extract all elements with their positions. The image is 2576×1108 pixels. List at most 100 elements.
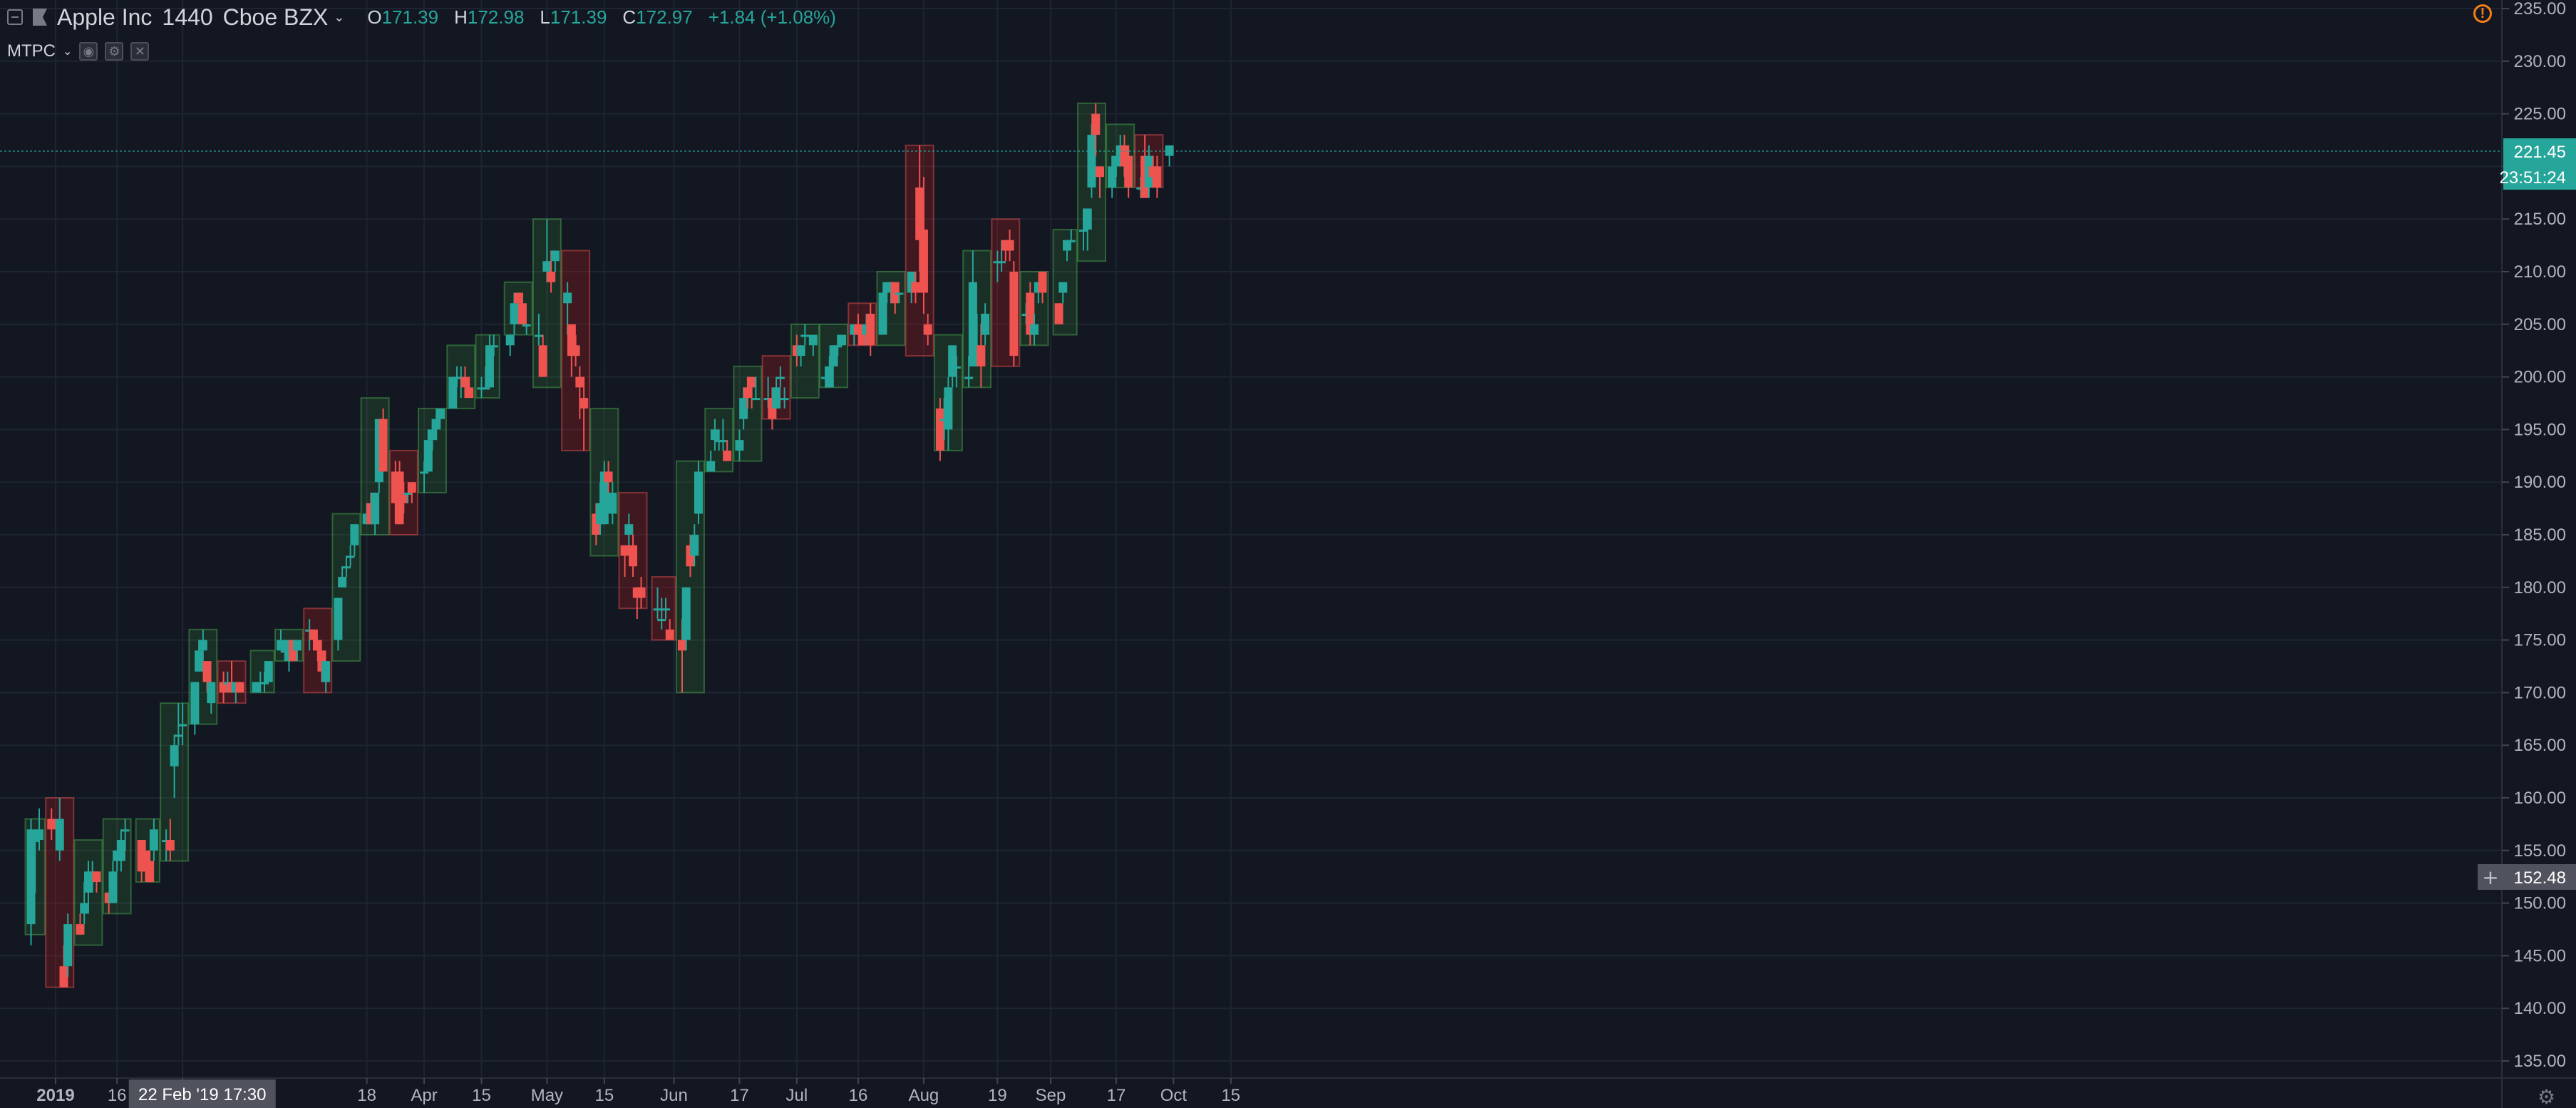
candle-body xyxy=(334,597,343,640)
candle-body xyxy=(772,387,781,409)
time-tick-label: Aug xyxy=(909,1086,939,1105)
candle-body xyxy=(428,429,437,441)
candle-down xyxy=(747,376,756,409)
price-tick-label: 175.00 xyxy=(2514,631,2566,650)
candle-body xyxy=(399,492,408,503)
candle-body xyxy=(952,366,961,369)
candle-up xyxy=(338,566,347,588)
candle-body xyxy=(448,376,458,409)
candle-body xyxy=(1066,240,1076,242)
flag-icon[interactable] xyxy=(33,9,47,26)
candle-body xyxy=(550,250,560,262)
low-value: 171.39 xyxy=(550,6,607,28)
candle-up xyxy=(108,861,118,903)
candle-body xyxy=(735,440,744,451)
candle-body xyxy=(514,292,523,304)
candle-down xyxy=(1038,272,1047,304)
settings-icon[interactable]: ⚙ xyxy=(105,42,124,61)
candle-body xyxy=(690,535,699,556)
candle-down xyxy=(1124,145,1133,198)
candle-body xyxy=(1153,166,1162,188)
candle-body xyxy=(252,682,261,693)
candle-body xyxy=(292,640,302,651)
candle-body xyxy=(165,840,175,851)
candle-body xyxy=(866,314,875,346)
time-tick-label: 15 xyxy=(594,1086,614,1105)
countdown-label: 23:51:24 xyxy=(2500,168,2566,188)
chevron-down-icon[interactable]: ⌄ xyxy=(334,9,345,24)
crosshair-price-bg xyxy=(2478,863,2576,890)
indicator-legend: MTPC ⌄ ◉ ⚙ ✕ xyxy=(7,37,150,66)
candle-body xyxy=(935,408,944,451)
change-value: +1.84 (+1.08%) xyxy=(708,6,836,28)
candle-up xyxy=(321,661,331,693)
candle-up xyxy=(489,334,498,356)
candle-body xyxy=(313,640,322,651)
candle-up xyxy=(1030,314,1039,346)
candle-body xyxy=(35,829,44,841)
indicator-name[interactable]: MTPC xyxy=(7,41,56,61)
candle-down xyxy=(911,272,920,304)
candle-up xyxy=(35,808,44,851)
candle-body xyxy=(706,461,716,472)
alert-icon[interactable]: ! xyxy=(2473,4,2492,23)
candle-body xyxy=(1111,155,1120,167)
eye-icon[interactable]: ◉ xyxy=(79,42,98,61)
price-tick-label: 145.00 xyxy=(2514,946,2566,965)
time-tick-label: 17 xyxy=(1107,1086,1126,1105)
candle-body xyxy=(432,419,441,430)
candle-body xyxy=(923,324,932,335)
candle-body xyxy=(55,819,64,851)
candle-up xyxy=(952,356,961,388)
candle-up xyxy=(796,345,805,366)
price-tick-label: 195.00 xyxy=(2514,420,2566,439)
chevron-down-icon[interactable]: ⌄ xyxy=(63,46,73,58)
candle-up xyxy=(776,366,785,388)
time-tick-label: May xyxy=(531,1086,563,1105)
candle-body xyxy=(579,398,589,409)
symbol-name[interactable]: Apple Inc xyxy=(57,4,153,30)
candle-body xyxy=(776,376,785,379)
candle-down xyxy=(620,545,629,578)
candle-down xyxy=(1095,166,1104,198)
candle-body xyxy=(981,314,990,335)
candle-body xyxy=(948,345,957,377)
candle-body xyxy=(31,840,40,843)
candle-body xyxy=(481,387,490,390)
candle-down xyxy=(76,913,85,935)
candle-up xyxy=(505,334,515,356)
candle-down xyxy=(219,671,228,704)
collapse-icon[interactable] xyxy=(7,9,23,25)
interval-label: 1440 xyxy=(162,4,213,30)
time-tick-label: Apr xyxy=(411,1086,437,1105)
candle-up xyxy=(772,376,781,409)
candle-body xyxy=(796,345,805,356)
candle-down xyxy=(575,366,584,419)
candle-body xyxy=(92,871,101,883)
candle-body xyxy=(1083,208,1092,230)
candle-body xyxy=(149,829,158,851)
price-tick-label: 185.00 xyxy=(2514,525,2566,545)
candles xyxy=(26,103,1174,988)
candle-up xyxy=(116,829,125,872)
candle-body xyxy=(1005,240,1014,251)
candle-body xyxy=(997,261,1006,264)
price-tick-label: 150.00 xyxy=(2514,894,2566,913)
price-tick-label: 200.00 xyxy=(2514,368,2566,387)
candle-body xyxy=(259,682,269,684)
candle-body xyxy=(47,819,56,830)
close-icon[interactable]: ✕ xyxy=(130,42,150,61)
candle-up xyxy=(1083,208,1092,251)
open-label: O xyxy=(367,6,382,28)
gear-icon[interactable]: ⚙ xyxy=(2538,1086,2556,1108)
candle-down xyxy=(723,440,732,461)
candle-body xyxy=(829,345,838,366)
candle-body xyxy=(202,661,212,682)
candle-down xyxy=(1091,103,1101,156)
candle-body xyxy=(665,629,674,640)
close-label: C xyxy=(622,6,637,28)
candle-down xyxy=(579,376,589,451)
candle-body xyxy=(63,924,73,967)
